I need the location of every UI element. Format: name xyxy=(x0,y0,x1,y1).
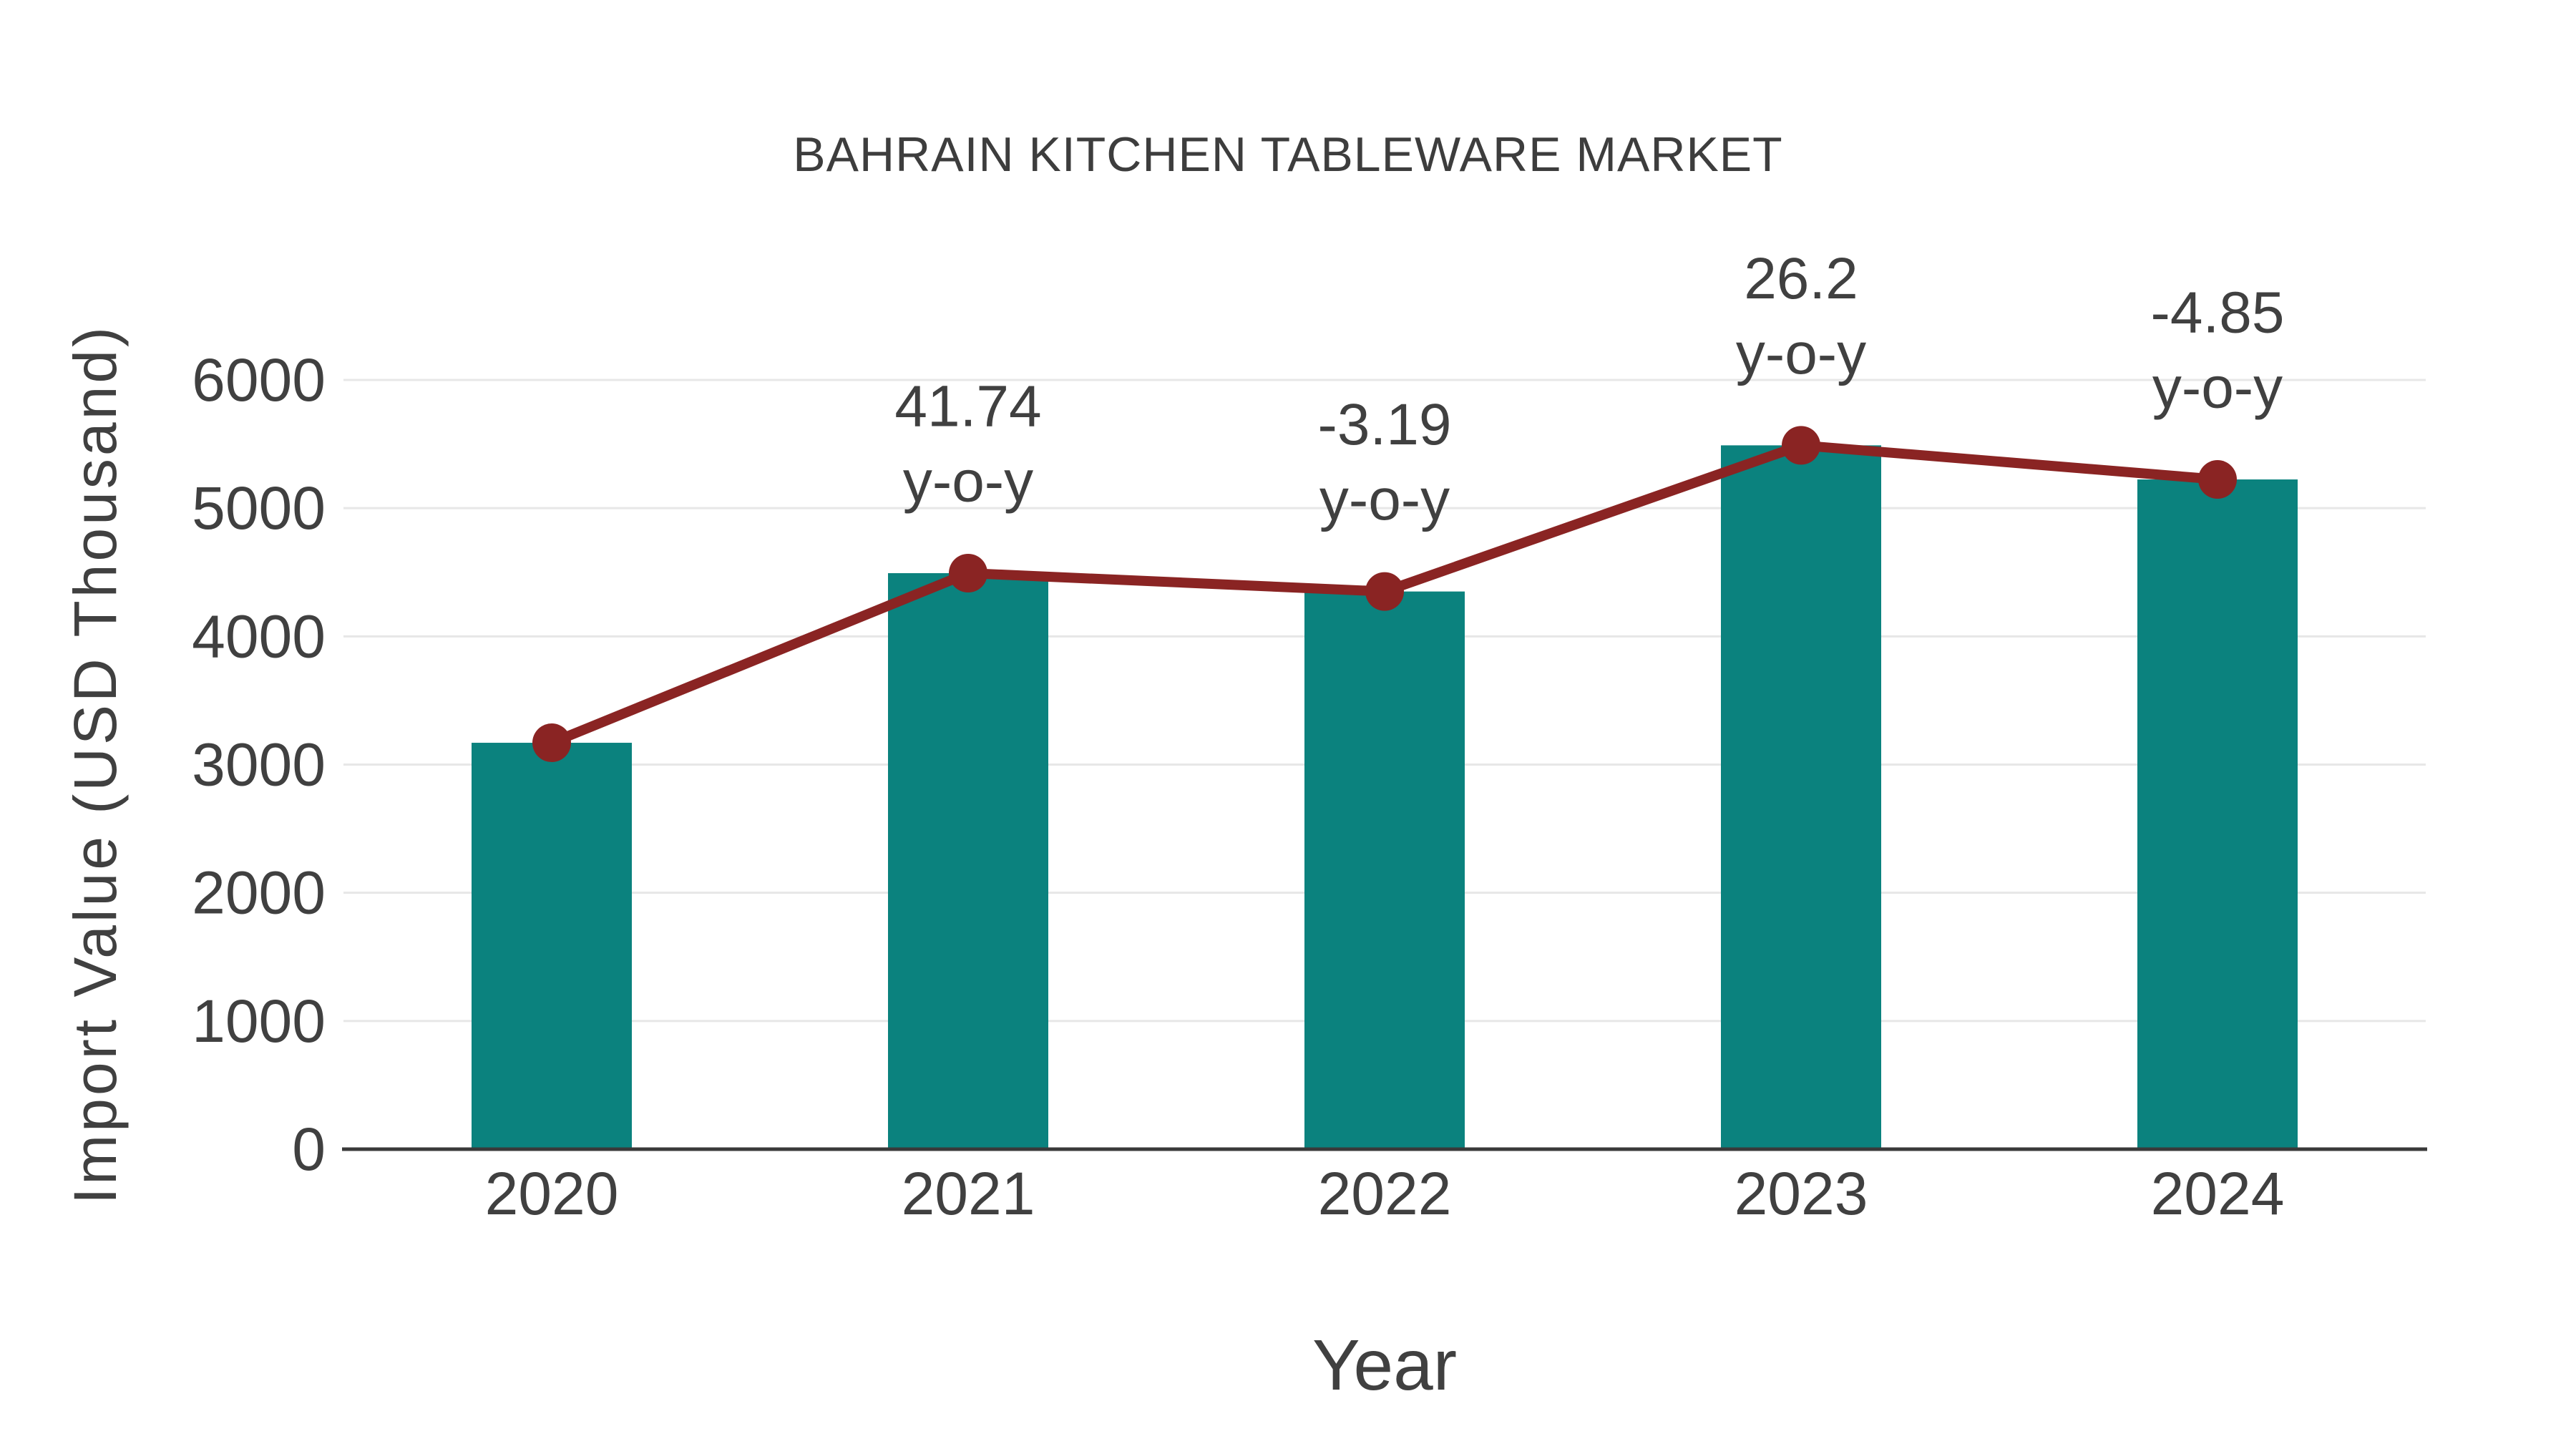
trend-marker-2020 xyxy=(532,723,571,763)
yoy-suffix-label: y-o-y xyxy=(1319,467,1450,532)
bar-2023 xyxy=(1721,445,1881,1149)
yoy-value-label: 26.2 xyxy=(1744,246,1858,311)
y-tick-label: 3000 xyxy=(192,731,326,799)
x-tick-label: 2020 xyxy=(485,1160,619,1227)
trend-marker-2022 xyxy=(1365,572,1404,611)
yoy-suffix-label: y-o-y xyxy=(1736,321,1866,386)
yoy-value-label: -4.85 xyxy=(2151,280,2285,346)
trend-marker-2021 xyxy=(949,554,987,593)
trend-marker-2024 xyxy=(2198,460,2237,499)
x-tick-label: 2022 xyxy=(1318,1160,1452,1227)
x-tick-label: 2023 xyxy=(1735,1160,1868,1227)
bar-2020 xyxy=(472,743,632,1149)
x-tick-label: 2021 xyxy=(902,1160,1035,1227)
bar-2022 xyxy=(1304,591,1465,1149)
bar-2024 xyxy=(2137,479,2298,1149)
y-axis-label: Import Value (USD Thousand) xyxy=(62,324,129,1204)
trend-marker-2023 xyxy=(1782,426,1820,465)
x-axis-label: Year xyxy=(1312,1325,1457,1405)
y-tick-label: 2000 xyxy=(192,859,326,927)
bar-2021 xyxy=(888,573,1048,1149)
y-tick-label: 0 xyxy=(292,1116,326,1183)
chart-title: BAHRAIN KITCHEN TABLEWARE MARKET xyxy=(793,127,1782,182)
y-tick-label: 5000 xyxy=(192,474,326,542)
yoy-suffix-label: y-o-y xyxy=(903,449,1033,514)
plot-area: 0 1000 2000 3000 4000 5000 6000 41.74 y-o-y -3.19… xyxy=(192,246,2427,1227)
x-tick-label: 2024 xyxy=(2151,1160,2285,1227)
yoy-value-label: -3.19 xyxy=(1318,392,1452,457)
yoy-suffix-label: y-o-y xyxy=(2152,356,2283,421)
yoy-value-label: 41.74 xyxy=(894,374,1041,439)
y-tick-label: 6000 xyxy=(192,346,326,414)
y-tick-label: 1000 xyxy=(192,987,326,1055)
y-tick-label: 4000 xyxy=(192,602,326,670)
